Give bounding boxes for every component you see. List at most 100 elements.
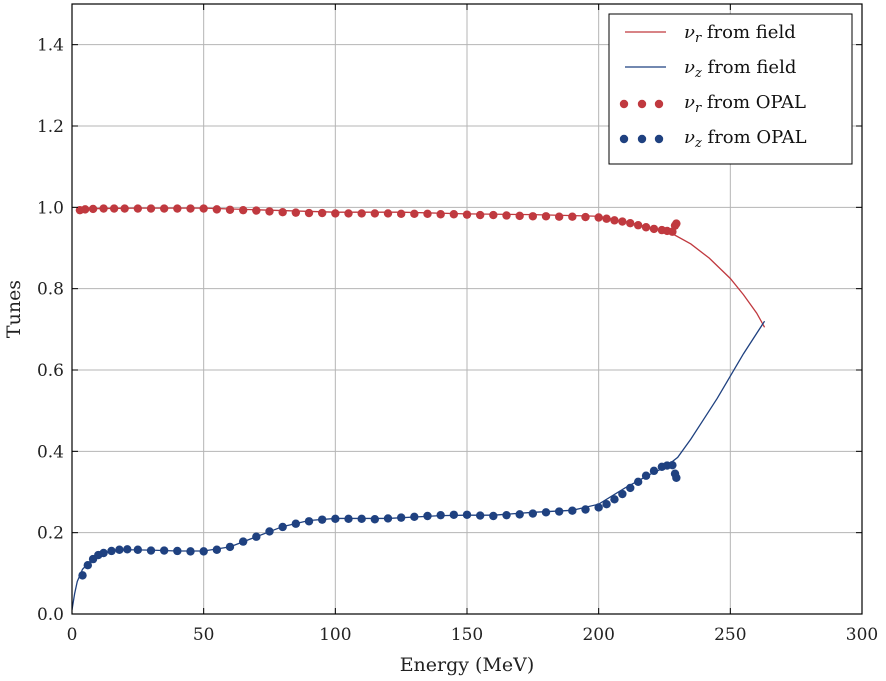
legend-label-symbol: ν bbox=[684, 57, 695, 78]
data-point bbox=[436, 210, 445, 219]
data-point bbox=[370, 515, 380, 524]
y-tick-label: 1.2 bbox=[37, 117, 64, 137]
data-point bbox=[133, 545, 143, 554]
data-point bbox=[554, 507, 564, 516]
data-point bbox=[99, 204, 108, 213]
data-point bbox=[159, 204, 169, 213]
series-3 bbox=[78, 460, 681, 580]
data-point bbox=[626, 218, 635, 228]
data-point bbox=[357, 514, 366, 524]
data-point bbox=[641, 223, 651, 232]
data-point bbox=[626, 483, 635, 493]
data-point bbox=[304, 517, 314, 526]
x-tick-label: 200 bbox=[582, 625, 614, 645]
legend-label-text: from field bbox=[702, 57, 797, 78]
legend-label: νr from OPAL bbox=[684, 92, 806, 116]
data-point bbox=[252, 206, 261, 215]
data-point bbox=[502, 211, 511, 220]
x-tick-label: 100 bbox=[319, 625, 351, 645]
legend-label: νz from field bbox=[684, 57, 796, 81]
legend-marker-swatch bbox=[637, 134, 647, 144]
data-point bbox=[186, 547, 195, 556]
y-tick-label: 0.4 bbox=[37, 442, 64, 462]
data-point bbox=[602, 500, 611, 509]
data-point bbox=[265, 527, 274, 536]
x-tick-label: 250 bbox=[714, 625, 746, 645]
data-point bbox=[475, 210, 485, 220]
data-point bbox=[83, 561, 93, 570]
legend-label-symbol: ν bbox=[684, 92, 695, 113]
data-point bbox=[146, 204, 156, 213]
data-point bbox=[396, 513, 406, 522]
data-point bbox=[99, 548, 108, 558]
data-point bbox=[331, 514, 340, 524]
data-point bbox=[278, 208, 287, 217]
data-point bbox=[649, 224, 659, 234]
legend-label-text: from field bbox=[701, 22, 796, 43]
y-tick-label: 1.4 bbox=[37, 36, 64, 56]
data-point bbox=[594, 213, 603, 222]
data-point bbox=[133, 204, 143, 213]
legend-box bbox=[608, 13, 853, 165]
data-point bbox=[610, 216, 619, 225]
data-point bbox=[528, 212, 538, 221]
data-point bbox=[383, 514, 393, 523]
data-point bbox=[357, 209, 366, 218]
data-point bbox=[115, 545, 124, 554]
data-point bbox=[618, 489, 627, 499]
data-point bbox=[344, 209, 353, 218]
legend-marker-swatch bbox=[619, 134, 629, 144]
data-point bbox=[568, 212, 577, 221]
data-point bbox=[159, 546, 169, 555]
data-point bbox=[436, 510, 445, 520]
y-tick-label: 0.2 bbox=[37, 524, 64, 544]
data-point bbox=[528, 509, 538, 518]
data-point bbox=[502, 510, 511, 520]
data-point bbox=[515, 211, 524, 221]
data-point bbox=[602, 214, 611, 223]
series-layer bbox=[72, 204, 766, 611]
legend-label-subscript: z bbox=[694, 66, 702, 81]
data-point bbox=[633, 477, 643, 487]
data-point bbox=[304, 208, 314, 218]
data-point bbox=[541, 212, 551, 221]
data-point bbox=[423, 511, 432, 521]
data-point bbox=[317, 208, 327, 218]
data-point bbox=[317, 515, 327, 524]
legend-label: νr from field bbox=[684, 22, 796, 46]
data-point bbox=[489, 210, 498, 220]
legend-label-symbol: ν bbox=[684, 127, 695, 148]
data-point bbox=[396, 209, 406, 219]
data-point bbox=[449, 510, 459, 519]
data-point bbox=[581, 212, 590, 222]
data-point bbox=[568, 506, 577, 515]
legend-label-symbol: ν bbox=[684, 22, 695, 43]
y-tick-label: 0.6 bbox=[37, 361, 64, 381]
data-point bbox=[107, 546, 116, 556]
data-point bbox=[199, 204, 208, 213]
data-point bbox=[173, 546, 182, 556]
series-2 bbox=[75, 204, 681, 236]
x-tick-label: 0 bbox=[67, 625, 78, 645]
data-point bbox=[225, 542, 235, 552]
data-point bbox=[78, 571, 87, 580]
x-tick-label: 300 bbox=[846, 625, 878, 645]
legend-label-subscript: r bbox=[695, 101, 702, 116]
legend-marker-swatch bbox=[619, 99, 629, 109]
data-point bbox=[475, 511, 485, 520]
data-point bbox=[186, 204, 195, 213]
data-point bbox=[252, 532, 261, 541]
data-point bbox=[265, 207, 274, 216]
legend-label-text: from OPAL bbox=[701, 92, 806, 113]
data-point bbox=[291, 208, 301, 217]
data-point bbox=[449, 210, 459, 219]
data-point bbox=[641, 471, 651, 480]
data-point bbox=[225, 205, 235, 214]
data-point bbox=[423, 209, 432, 219]
legend-label: νz from OPAL bbox=[684, 127, 807, 151]
legend-marker-swatch bbox=[654, 134, 664, 144]
data-point bbox=[462, 510, 472, 519]
y-axis-title: Tunes bbox=[3, 280, 25, 338]
data-point bbox=[515, 510, 524, 519]
